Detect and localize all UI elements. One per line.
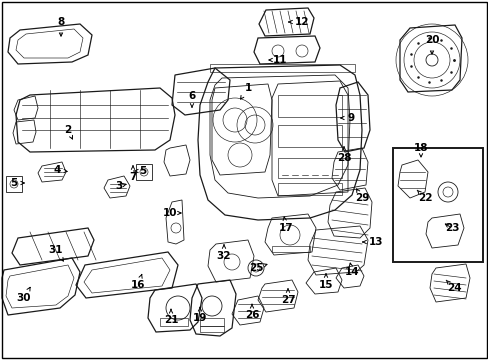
Bar (6, 176, 22, 192)
Text: 6: 6 (188, 91, 195, 107)
Text: 12: 12 (288, 17, 308, 27)
Text: 13: 13 (362, 237, 383, 247)
Bar (136, 164, 152, 180)
Bar (392, 148, 482, 262)
Text: 1: 1 (240, 83, 251, 99)
Bar (271, 246, 309, 252)
Bar (278, 125, 341, 147)
Bar (160, 318, 187, 326)
Text: 21: 21 (163, 309, 178, 325)
Text: 7: 7 (129, 166, 137, 182)
Text: 29: 29 (354, 189, 368, 203)
Text: 25: 25 (248, 263, 266, 273)
Text: 23: 23 (444, 223, 458, 233)
Text: 27: 27 (280, 289, 295, 305)
Text: 5: 5 (134, 166, 146, 176)
Text: 16: 16 (130, 274, 145, 290)
Text: 20: 20 (424, 35, 438, 54)
Bar (278, 183, 341, 195)
Text: 26: 26 (244, 304, 259, 320)
Text: 15: 15 (318, 274, 332, 290)
Text: 28: 28 (336, 147, 350, 163)
Text: 4: 4 (53, 165, 67, 175)
Bar (200, 326, 224, 332)
Bar (200, 318, 224, 326)
Text: 10: 10 (163, 208, 181, 218)
Text: 19: 19 (192, 307, 207, 323)
Text: 24: 24 (445, 280, 460, 293)
Text: 18: 18 (413, 143, 427, 157)
Text: 30: 30 (17, 287, 31, 303)
Text: 11: 11 (268, 55, 286, 65)
Text: 5: 5 (10, 178, 24, 188)
Text: 3: 3 (115, 181, 126, 191)
Text: 22: 22 (416, 190, 431, 203)
Text: 8: 8 (57, 17, 64, 36)
Bar (278, 158, 341, 178)
Text: 31: 31 (49, 245, 63, 261)
Text: 32: 32 (216, 245, 231, 261)
Bar (278, 95, 341, 117)
Text: 14: 14 (344, 263, 359, 277)
Text: 17: 17 (278, 217, 293, 233)
Text: 9: 9 (340, 113, 354, 123)
Text: 2: 2 (64, 125, 72, 139)
Bar (209, 64, 354, 72)
